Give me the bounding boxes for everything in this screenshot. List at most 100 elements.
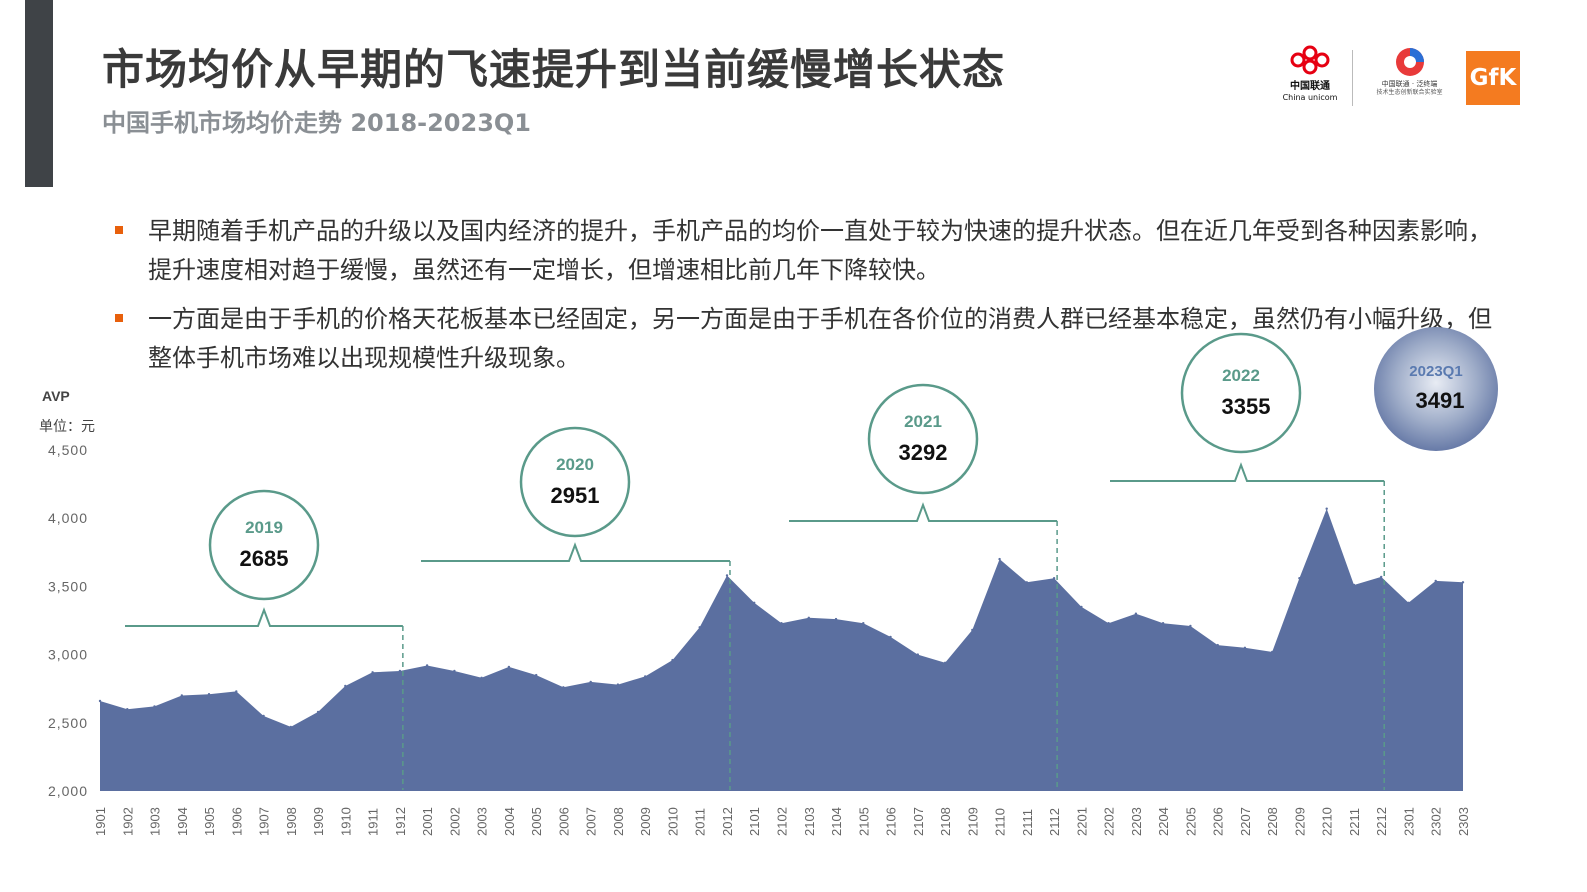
x-tick-label: 2005 — [529, 807, 544, 836]
avp-data-point — [535, 673, 538, 677]
avp-data-point — [1243, 646, 1247, 649]
avp-data-point — [807, 616, 810, 619]
x-tick-label: 2202 — [1102, 807, 1117, 836]
x-tick-label: 1906 — [229, 807, 244, 836]
avp-data-point — [780, 622, 783, 625]
x-tick-label: 2009 — [638, 807, 653, 836]
year-callout-label: 2021 — [904, 412, 942, 431]
x-tick-label: 2211 — [1347, 808, 1362, 836]
china-unicom-logo: 中国联通 China unicom — [1280, 45, 1340, 102]
x-tick-label: 1912 — [393, 807, 408, 836]
lab-subname: 技术生态创新联合实验室 — [1376, 89, 1443, 96]
avp-data-point — [971, 628, 974, 632]
avp-data-point — [1434, 579, 1437, 583]
page-title: 市场均价从早期的飞速提升到当前缓慢增长状态 — [102, 45, 1006, 94]
year-bracket — [789, 502, 1058, 522]
x-tick-label: 2004 — [502, 807, 517, 836]
year-bracket — [421, 542, 730, 562]
avp-data-point — [507, 665, 511, 669]
q1-callout-value: 3491 — [1416, 388, 1465, 413]
x-tick-label: 1904 — [175, 807, 190, 836]
avp-data-point — [1134, 612, 1138, 615]
x-tick-label: 2204 — [1156, 807, 1171, 836]
x-tick-label: 2206 — [1211, 807, 1226, 836]
avp-data-point — [644, 675, 647, 678]
china-unicom-knot-icon — [1280, 45, 1340, 81]
x-tick-label: 2301 — [1401, 807, 1416, 836]
bullet-item: 早期随着手机产品的升级以及国内经济的提升，手机产品的均价一直处于较为快速的提升状… — [112, 212, 1512, 290]
avp-data-point — [1025, 581, 1029, 584]
avp-data-point — [916, 653, 919, 656]
x-tick-label: 1911 — [366, 808, 381, 836]
avp-data-point — [153, 705, 156, 708]
avp-data-point — [453, 669, 456, 673]
y-axis-title: AVP — [42, 388, 70, 404]
bullet-text: 早期随着手机产品的升级以及国内经济的提升，手机产品的均价一直处于较为快速的提升状… — [148, 217, 1492, 284]
avp-data-point — [235, 690, 238, 693]
x-tick-label: 2011 — [693, 808, 708, 836]
y-axis-unit: 单位：元 — [39, 418, 95, 434]
y-tick-label: 2,000 — [48, 783, 88, 799]
x-tick-label: 2012 — [720, 807, 735, 836]
avp-data-point — [425, 664, 429, 667]
title-accent-bar — [25, 0, 53, 187]
x-tick-label: 2107 — [911, 807, 926, 836]
bullet-square-icon — [115, 226, 123, 234]
x-tick-label: 1907 — [257, 807, 272, 836]
gfk-logo: GfK — [1466, 51, 1520, 105]
avp-data-point — [1380, 575, 1383, 579]
avp-data-point — [1080, 605, 1083, 609]
avp-data-point — [344, 684, 347, 688]
x-tick-label: 2106 — [884, 807, 899, 836]
x-tick-label: 2102 — [775, 807, 790, 836]
x-tick-label: 2210 — [1320, 807, 1335, 836]
q1-callout-sphere — [1374, 327, 1498, 451]
bullet-item: 一方面是由于手机的价格天花板基本已经固定，另一方面是由于手机在各价位的消费人群已… — [112, 300, 1512, 378]
avp-data-point — [1461, 581, 1465, 584]
avp-data-point — [725, 574, 729, 577]
avp-data-point — [1325, 507, 1328, 510]
year-callout-ring — [1180, 332, 1302, 454]
lab-logo: 中国联通 · 泛终端 技术生态创新联合实验室 — [1362, 45, 1457, 97]
x-tick-label: 2103 — [802, 807, 817, 836]
avp-data-point — [834, 617, 838, 621]
x-tick-label: 2006 — [556, 807, 571, 836]
avp-data-point — [998, 557, 1001, 561]
x-tick-label: 2001 — [420, 807, 435, 836]
avp-data-point — [889, 635, 892, 639]
avp-data-point — [1216, 643, 1219, 647]
x-tick-label: 2010 — [665, 807, 680, 836]
x-tick-label: 2101 — [747, 807, 762, 836]
x-tick-label: 1908 — [284, 807, 299, 836]
y-tick-label: 3,000 — [48, 647, 88, 663]
avp-data-point — [1161, 622, 1165, 625]
year-callout-value: 2685 — [240, 546, 289, 571]
avp-data-point — [589, 680, 592, 684]
x-tick-label: 1910 — [338, 807, 353, 836]
avp-data-point — [562, 686, 565, 689]
x-tick-label: 2203 — [1129, 807, 1144, 836]
avp-data-point — [698, 626, 701, 629]
x-tick-label: 2007 — [584, 807, 599, 836]
x-tick-label: 1901 — [93, 807, 108, 836]
avp-data-point — [1407, 601, 1410, 604]
avp-data-point — [289, 725, 292, 729]
avp-data-point — [1052, 577, 1056, 580]
x-tick-label: 2112 — [1047, 808, 1062, 836]
x-tick-label: 2109 — [965, 807, 980, 836]
y-tick-label: 3,500 — [48, 578, 88, 594]
y-tick-label: 4,000 — [48, 510, 88, 526]
china-unicom-name-en: China unicom — [1282, 93, 1338, 102]
bullet-text: 一方面是由于手机的价格天花板基本已经固定，另一方面是由于手机在各价位的消费人群已… — [148, 305, 1492, 372]
avp-data-point — [671, 658, 674, 662]
avp-data-point — [1298, 577, 1301, 580]
avp-data-point — [398, 669, 402, 673]
x-tick-label: 2008 — [611, 807, 626, 836]
x-tick-label: 2110 — [993, 808, 1008, 836]
bullet-square-icon — [115, 314, 123, 322]
avp-data-point — [316, 710, 320, 714]
x-tick-label: 1902 — [120, 807, 135, 836]
x-tick-label: 1909 — [311, 807, 326, 836]
x-tick-label: 2302 — [1429, 807, 1444, 836]
